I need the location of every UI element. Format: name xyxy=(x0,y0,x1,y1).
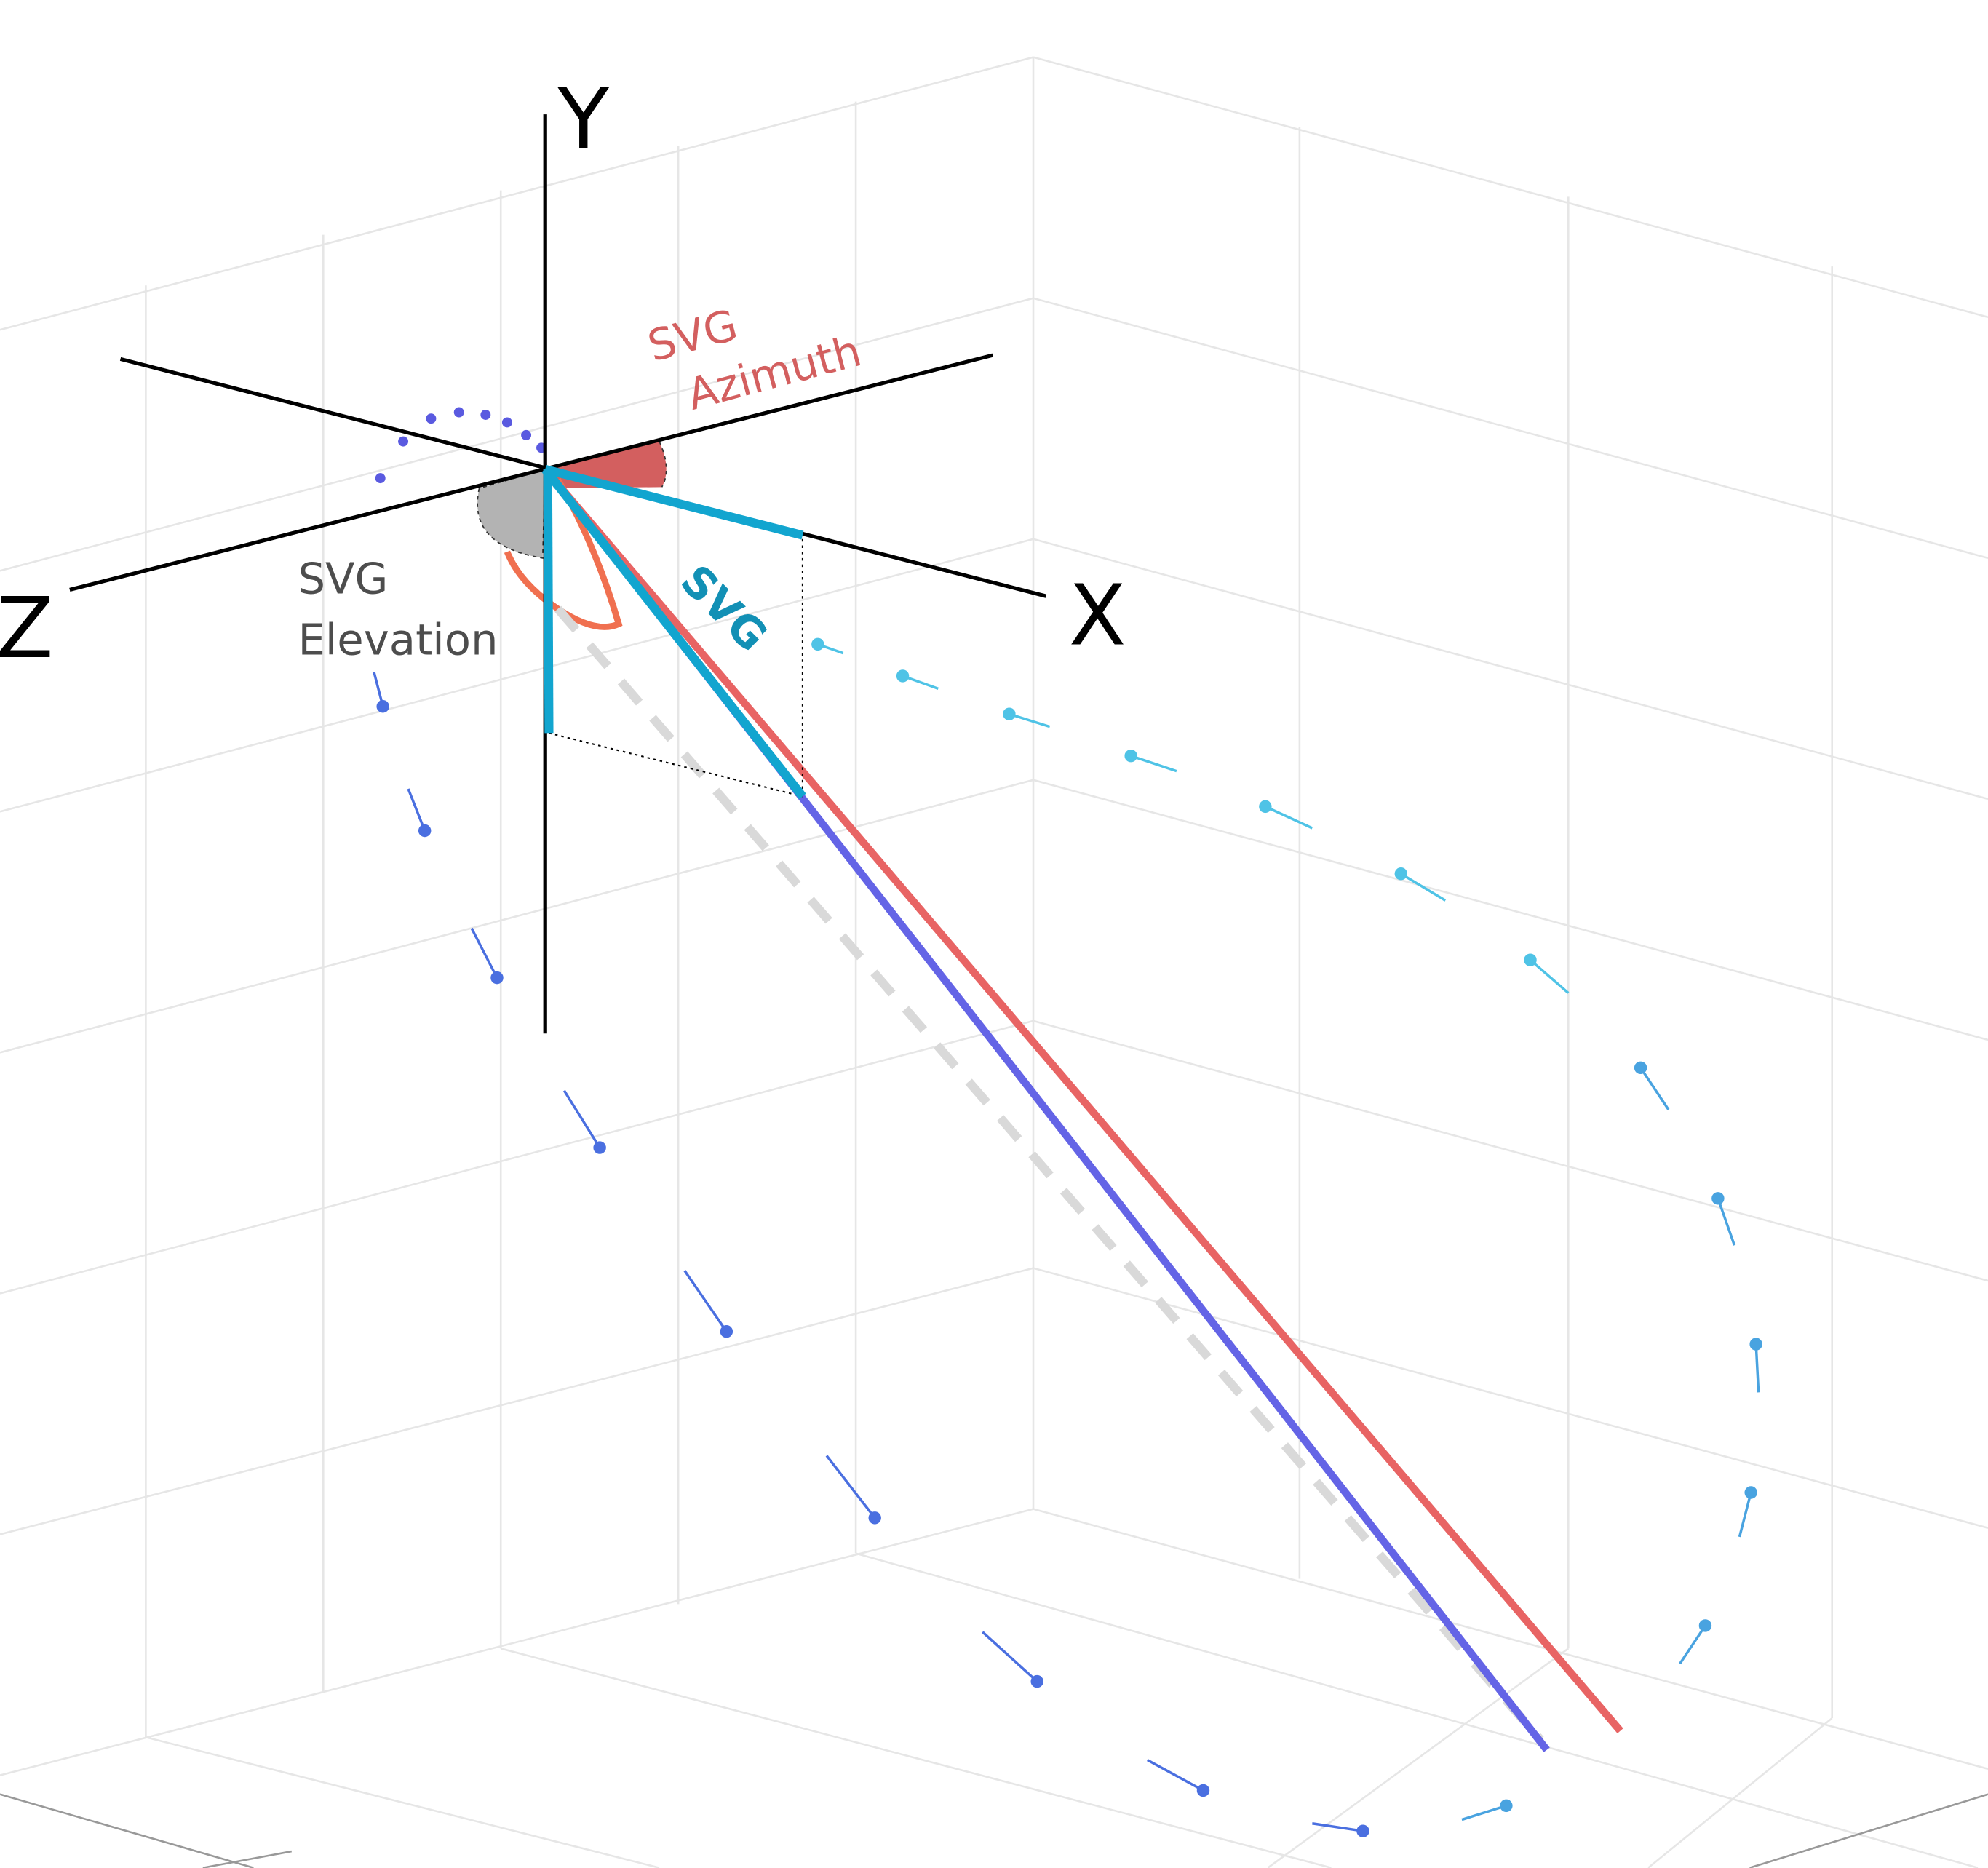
svg-vector xyxy=(541,465,806,800)
red-ray xyxy=(542,466,1623,1733)
x-axis-label: X xyxy=(1069,567,1126,664)
grid xyxy=(0,56,1988,1868)
elevation-line: Elevation xyxy=(298,614,498,664)
trace xyxy=(504,477,623,630)
elevation-label: SVG Elevation xyxy=(298,554,498,665)
y-axis-label: Y xyxy=(557,71,610,169)
guides xyxy=(549,533,803,798)
elevation-line: SVG xyxy=(298,554,388,604)
azimuth-label: SVG Azimuth xyxy=(643,300,867,420)
floor-axes xyxy=(0,1793,1988,1868)
elevation-sector xyxy=(477,468,546,559)
z-axis-label: Z xyxy=(0,580,54,677)
projection-line xyxy=(554,605,1544,1743)
quiver xyxy=(373,407,1762,1837)
azimuth-arc xyxy=(659,441,667,488)
